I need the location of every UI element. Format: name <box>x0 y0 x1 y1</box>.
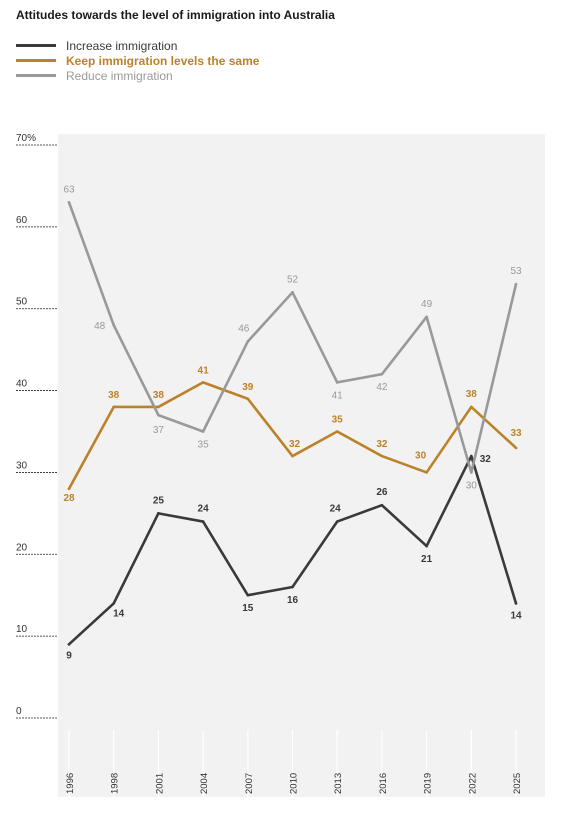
y-tick-label: 60 <box>16 215 28 226</box>
y-tick-label: 10 <box>16 624 28 635</box>
y-tick-label: 50 <box>16 297 28 308</box>
data-label-reduce: 30 <box>466 480 478 491</box>
x-tick-label: 2007 <box>244 773 255 794</box>
x-tick-label: 2010 <box>289 773 300 794</box>
data-point-same <box>380 454 384 458</box>
data-label-increase: 15 <box>242 603 254 614</box>
data-label-increase: 16 <box>287 595 299 606</box>
data-point-reduce <box>201 430 205 433</box>
data-label-same: 41 <box>198 365 210 376</box>
data-label-increase: 14 <box>510 610 522 621</box>
data-label-increase: 21 <box>421 554 433 565</box>
data-point-increase <box>201 520 205 523</box>
chart-title: Attitudes towards the level of immigrati… <box>16 8 335 22</box>
data-label-same: 39 <box>242 382 254 393</box>
data-label-same: 33 <box>510 428 522 439</box>
data-label-same: 35 <box>332 415 344 426</box>
data-point-increase <box>470 454 473 458</box>
data-point-same <box>425 471 428 474</box>
data-label-same: 28 <box>63 493 75 504</box>
data-point-increase <box>112 602 115 605</box>
legend-item-reduce: Reduce immigration <box>16 68 259 83</box>
data-point-same <box>67 487 71 491</box>
x-tick-label: 2004 <box>199 773 210 794</box>
data-label-same: 32 <box>289 439 301 450</box>
data-label-same: 30 <box>415 450 427 461</box>
data-point-reduce <box>335 381 339 384</box>
data-point-reduce <box>112 323 115 327</box>
data-label-reduce: 49 <box>421 299 433 310</box>
x-tick-label: 2013 <box>333 773 344 794</box>
data-label-reduce: 41 <box>332 390 344 401</box>
legend-swatch-same <box>16 59 56 62</box>
plot-background <box>58 134 545 797</box>
data-label-increase: 26 <box>376 487 388 498</box>
legend-item-increase: Increase immigration <box>16 38 259 53</box>
data-point-same <box>291 454 294 458</box>
data-point-same <box>470 405 473 409</box>
data-point-reduce <box>470 471 473 474</box>
legend: Increase immigration Keep immigration le… <box>16 38 259 83</box>
data-point-reduce <box>157 413 160 417</box>
data-label-increase: 25 <box>153 495 165 506</box>
data-point-increase <box>380 503 384 507</box>
y-tick-label: 70% <box>16 133 36 144</box>
data-point-reduce <box>246 340 250 343</box>
data-label-reduce: 35 <box>198 440 210 451</box>
legend-swatch-reduce <box>16 74 56 77</box>
data-label-reduce: 63 <box>63 184 75 195</box>
data-label-reduce: 48 <box>94 321 106 332</box>
data-point-same <box>112 405 115 409</box>
y-tick-label: 20 <box>16 542 28 553</box>
data-point-reduce <box>380 372 384 376</box>
data-point-increase <box>157 512 160 515</box>
legend-label-increase: Increase immigration <box>66 38 178 53</box>
data-point-reduce <box>514 282 518 286</box>
data-point-same <box>335 430 339 433</box>
data-point-reduce <box>291 291 294 294</box>
data-label-reduce: 37 <box>153 425 165 436</box>
x-tick-label: 2001 <box>154 773 165 794</box>
data-point-increase <box>335 520 339 523</box>
x-tick-label: 2016 <box>378 773 389 794</box>
x-tick-label: 1998 <box>110 773 121 794</box>
y-tick-label: 30 <box>16 460 28 471</box>
data-point-reduce <box>67 201 71 204</box>
data-point-reduce <box>425 315 428 319</box>
x-tick-label: 2025 <box>512 773 523 794</box>
y-tick-label: 40 <box>16 379 28 390</box>
data-label-increase: 24 <box>198 504 210 515</box>
x-tick-label: 2019 <box>423 773 434 794</box>
data-label-increase: 32 <box>480 454 492 465</box>
data-point-same <box>157 405 160 409</box>
data-point-increase <box>67 643 71 646</box>
data-label-same: 32 <box>376 439 388 450</box>
data-label-reduce: 42 <box>376 382 388 393</box>
data-point-increase <box>291 585 294 589</box>
data-label-increase: 14 <box>113 608 125 619</box>
data-label-reduce: 52 <box>287 274 299 285</box>
data-label-increase: 24 <box>330 504 342 515</box>
y-tick-label: 0 <box>16 706 22 717</box>
x-tick-label: 2022 <box>467 773 478 794</box>
data-point-increase <box>425 544 428 548</box>
x-tick-label: 1996 <box>65 773 76 794</box>
data-label-reduce: 53 <box>510 266 522 277</box>
data-label-same: 38 <box>108 390 120 401</box>
data-label-same: 38 <box>153 390 165 401</box>
data-label-reduce: 46 <box>238 323 250 334</box>
data-point-same <box>246 397 250 401</box>
data-label-increase: 9 <box>66 650 72 661</box>
legend-item-same: Keep immigration levels the same <box>16 53 259 68</box>
legend-swatch-increase <box>16 44 56 47</box>
data-point-increase <box>514 602 518 605</box>
legend-label-reduce: Reduce immigration <box>66 68 173 83</box>
data-point-same <box>514 446 518 450</box>
data-point-same <box>201 381 205 384</box>
legend-label-same: Keep immigration levels the same <box>66 53 260 68</box>
data-point-increase <box>246 593 250 597</box>
data-label-same: 38 <box>466 389 478 400</box>
